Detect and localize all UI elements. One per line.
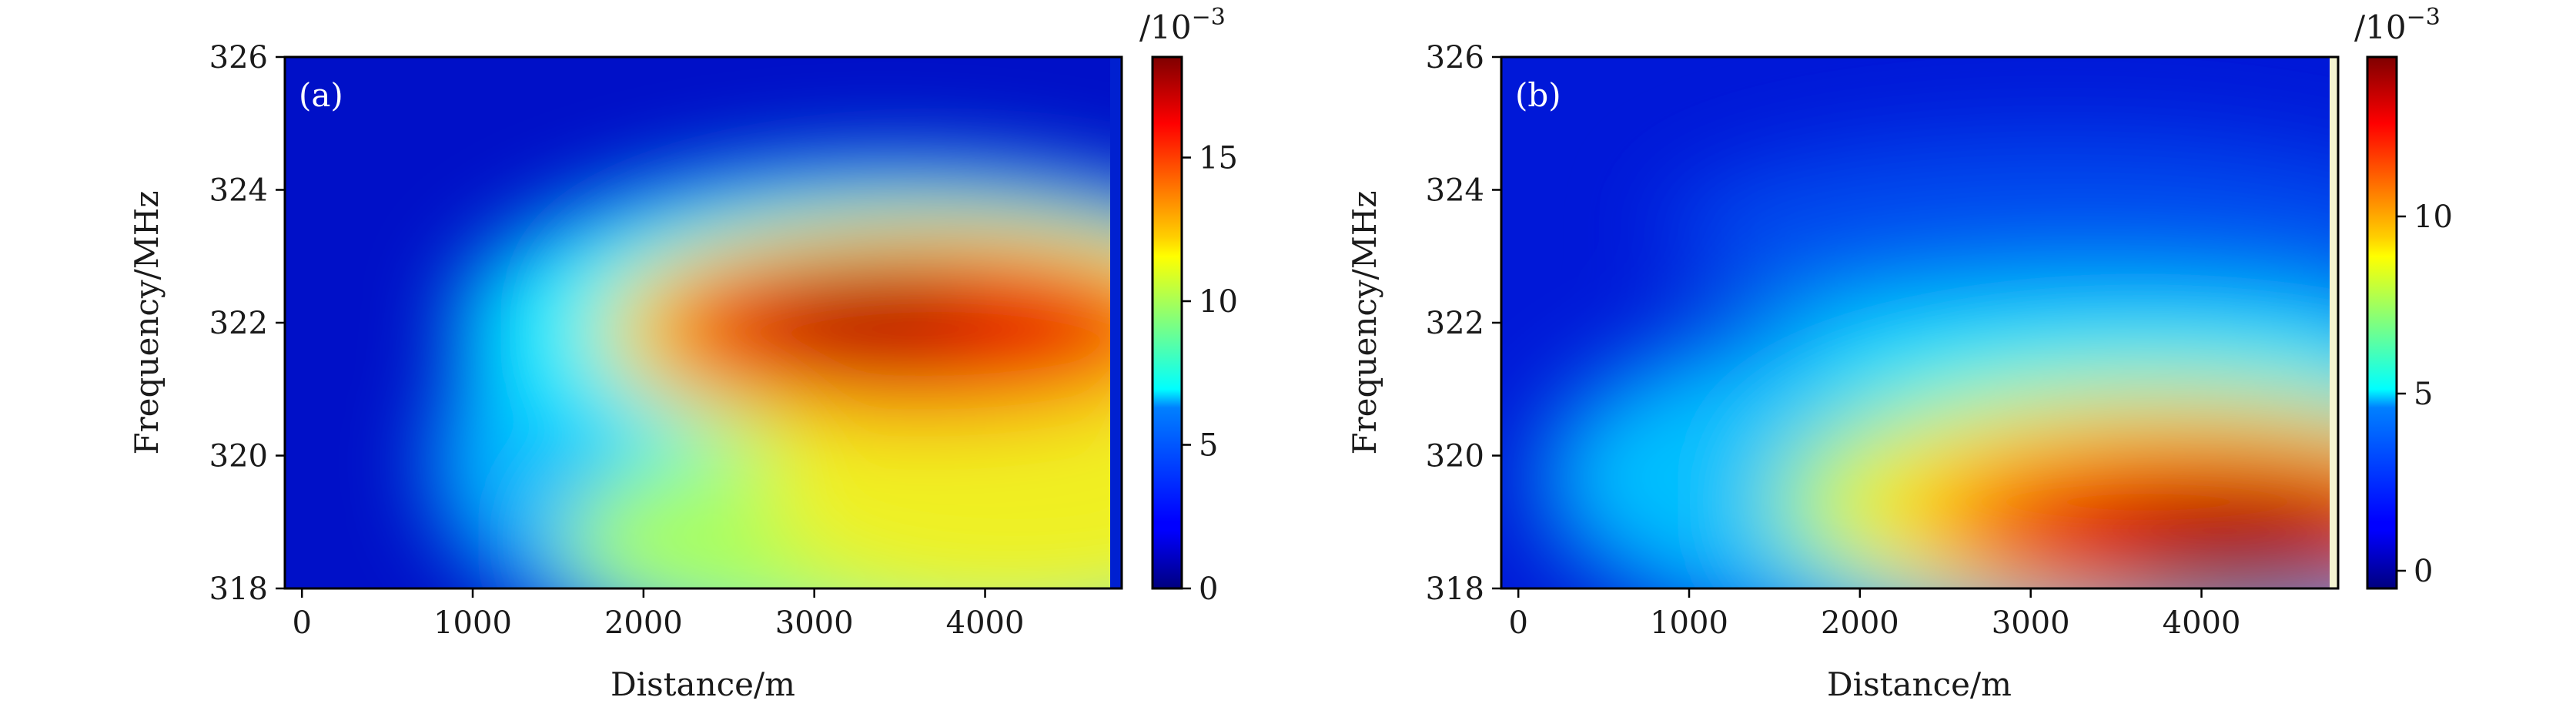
colorbar-tick-label-b: 0 <box>2414 554 2433 589</box>
x-tick-label-b: 3000 <box>1992 605 2070 641</box>
y-tick-label-a: 320 <box>209 439 268 474</box>
heatmap-a-region-yellow2 <box>762 401 1122 588</box>
y-tick-label-a: 326 <box>209 40 268 75</box>
panel-b: 0 1000 2000 3000 4000 318 320 322 324 326 (b) Dis… <box>1346 4 2453 703</box>
heatmap-a <box>285 57 1122 588</box>
colorbar-tick-label-a: 5 <box>1199 428 1218 464</box>
colorbar-tick-label-a: 0 <box>1199 572 1218 607</box>
colorbar-frame-a <box>1151 55 1183 590</box>
y-tick-label-a: 322 <box>209 306 268 341</box>
x-tick-label-a: 4000 <box>946 605 1025 641</box>
colorbar-unit-a: /10−3 <box>1139 4 1226 46</box>
colorbar-tick-label-a: 15 <box>1199 141 1238 176</box>
y-tick-label-a: 318 <box>209 572 268 607</box>
y-tick-label-a: 324 <box>209 173 268 209</box>
heatmap-b <box>1501 57 2338 588</box>
y-axis-label-a: Frequency/MHz <box>128 190 166 454</box>
x-tick-label-b: 1000 <box>1650 605 1728 641</box>
colorbar-tick-label-b: 10 <box>2414 199 2453 235</box>
heatmap-b-edge <box>2330 57 2338 588</box>
colorbar-ticks-a: 0 5 10 15 <box>1182 141 1238 607</box>
colorbar-tick-label-a: 10 <box>1199 284 1238 320</box>
x-tick-label-b: 4000 <box>2163 605 2241 641</box>
ticks-a: 0 1000 2000 3000 4000 318 320 322 324 326 <box>209 40 1025 641</box>
y-tick-label-b: 322 <box>1426 306 1484 341</box>
y-tick-label-b: 320 <box>1426 439 1484 474</box>
x-tick-label-a: 2000 <box>604 605 683 641</box>
heatmap-b-region-blue <box>1663 139 2338 323</box>
colorbar-b <box>2367 57 2397 588</box>
panel-label-b: (b) <box>1515 76 1561 114</box>
colorbar-a <box>1153 57 1182 588</box>
x-tick-label-b: 0 <box>1508 605 1527 641</box>
colorbar-tick-label-b: 5 <box>2414 377 2433 412</box>
heatmap-b-region-cyan2 <box>1778 308 2338 401</box>
panel-label-a: (a) <box>299 76 343 114</box>
x-tick-label-a: 3000 <box>775 605 854 641</box>
y-tick-label-b: 324 <box>1426 173 1484 209</box>
y-tick-label-b: 326 <box>1426 40 1484 75</box>
y-axis-label-b: Frequency/MHz <box>1346 190 1383 454</box>
heatmap-a-region-darkred <box>762 277 978 354</box>
y-tick-label-b: 318 <box>1426 572 1484 607</box>
x-tick-label-b: 2000 <box>1821 605 1899 641</box>
x-tick-label-a: 1000 <box>433 605 512 641</box>
panel-a: 0 1000 2000 3000 4000 318 320 322 324 326 (a) Dis… <box>128 4 1238 703</box>
x-tick-label-a: 0 <box>292 605 311 641</box>
x-axis-label-a: Distance/m <box>611 665 795 703</box>
x-axis-label-b: Distance/m <box>1827 665 2012 703</box>
colorbar-frame-b <box>2366 55 2398 590</box>
heatmap-a-edge <box>1110 57 1122 588</box>
ticks-b: 0 1000 2000 3000 4000 318 320 322 324 326 <box>1426 40 2241 641</box>
colorbar-unit-b: /10−3 <box>2354 4 2441 46</box>
colorbar-ticks-b: 0 5 10 <box>2397 199 2453 589</box>
heatmap-b-region-darkred <box>2125 508 2338 588</box>
